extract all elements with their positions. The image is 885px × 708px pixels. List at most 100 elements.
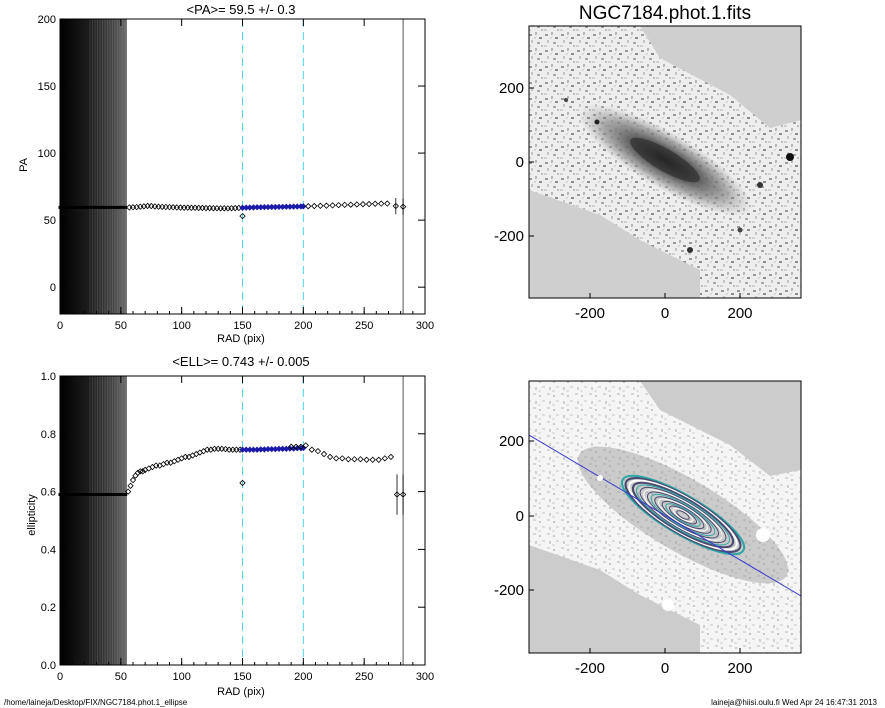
image2-ytick: 200	[499, 433, 524, 450]
data-point	[63, 492, 67, 496]
data-point	[107, 492, 111, 496]
data-point	[107, 205, 111, 209]
data-point	[80, 492, 84, 496]
contour-ring	[620, 474, 746, 556]
data-point	[202, 204, 210, 212]
image2-ytick: -200	[494, 582, 524, 599]
data-point	[311, 202, 318, 210]
y-tick-label: 0.6	[41, 487, 56, 499]
data-point	[317, 202, 324, 209]
data-point	[233, 446, 240, 453]
contour-ring	[672, 507, 694, 523]
data-point	[323, 202, 330, 209]
data-point	[70, 492, 74, 496]
data-point	[357, 456, 364, 463]
ell-xlabel: RAD (pix)	[217, 686, 265, 698]
data-point	[82, 492, 86, 496]
x-tick-label: 250	[355, 320, 373, 332]
pa-marker-lines	[242, 19, 404, 314]
data-point	[63, 205, 67, 209]
ell-ylabel: ellipticity	[26, 494, 38, 536]
data-point	[127, 482, 134, 489]
data-point	[173, 204, 180, 211]
data-point	[148, 202, 155, 210]
data-point	[95, 492, 98, 496]
data-point	[369, 456, 376, 463]
ellipticity-plot: <ELL>= 0.743 +/- 0.005 0 50 100 150 200 250 30…	[26, 354, 434, 698]
data-point	[188, 204, 195, 211]
data-point	[82, 205, 86, 209]
x-tick-label: 50	[115, 320, 127, 332]
ell-axis-ticks: 0 50 100 150 200 250 300 0.0 0.2 0.4 0.6 0.8 1.0	[41, 371, 434, 683]
data-point	[326, 453, 334, 461]
x-tick-label: 150	[233, 320, 251, 332]
data-point	[384, 200, 391, 207]
data-point	[102, 492, 106, 496]
data-point	[99, 492, 103, 496]
data-point	[371, 200, 379, 207]
data-point	[97, 492, 101, 496]
data-point	[124, 488, 132, 495]
contour-ring	[668, 505, 698, 525]
data-point	[213, 205, 221, 212]
contour-ring	[650, 493, 716, 537]
contour-ring	[658, 498, 708, 532]
data-point	[109, 492, 113, 496]
x-tick-label: 150	[233, 671, 251, 683]
x-tick-label: 250	[355, 671, 373, 683]
data-point	[137, 468, 144, 475]
ell-shaded-region	[60, 376, 127, 665]
ell-plot-title: <ELL>= 0.743 +/- 0.005	[172, 354, 309, 369]
data-point	[134, 469, 142, 476]
data-point	[60, 205, 64, 209]
data-point	[124, 492, 128, 496]
data-point	[169, 204, 177, 211]
data-point	[305, 203, 312, 210]
data-point	[239, 479, 246, 487]
data-point	[228, 205, 235, 212]
y-tick-label: 0	[50, 282, 56, 294]
footer-file-path: /home/laineja/Desktop/FIX/NGC7184.phot.1…	[4, 698, 188, 707]
data-point	[308, 446, 316, 453]
x-tick-label: 100	[172, 671, 190, 683]
data-point	[292, 443, 300, 450]
data-point	[378, 200, 385, 207]
contour-ring	[636, 484, 730, 546]
data-point	[239, 212, 246, 220]
contour-overlay-panel: -200 0 200 200 0 -200	[494, 380, 802, 677]
data-point	[221, 205, 228, 212]
data-point	[85, 205, 89, 209]
data-point	[333, 455, 340, 462]
image2-xtick: 0	[661, 660, 669, 677]
data-point	[199, 204, 206, 212]
galaxy-image-ticks	[529, 87, 741, 298]
pa-plot: <PA>= 59.5 +/- 0.3 0 50 100 150 200 250 300 0 50…	[18, 2, 434, 345]
data-point	[351, 456, 358, 463]
data-point	[77, 492, 81, 496]
data-point	[229, 446, 236, 453]
data-point	[166, 203, 173, 211]
data-point	[116, 492, 120, 496]
x-tick-label: 0	[57, 671, 63, 683]
data-point	[68, 205, 72, 209]
data-point	[90, 205, 94, 209]
x-tick-label: 300	[416, 671, 434, 683]
data-point	[104, 492, 108, 496]
data-point	[114, 205, 118, 209]
data-point	[207, 446, 215, 453]
contour-image-ticks	[529, 440, 741, 653]
pa-axis-ticks: 0 50 100 150 200 250 300 0 50 100 150 200	[38, 14, 435, 332]
contour-ring	[665, 503, 701, 527]
y-tick-label: 0.0	[41, 660, 56, 672]
pa-plot-title: <PA>= 59.5 +/- 0.3	[187, 2, 296, 17]
image2-ytick: 0	[516, 508, 524, 525]
data-point	[126, 204, 133, 211]
pa-ylabel: PA	[18, 157, 30, 172]
data-point	[90, 492, 94, 496]
data-point	[75, 205, 79, 209]
data-point	[339, 455, 346, 462]
data-point	[95, 205, 98, 209]
data-point	[73, 205, 77, 209]
data-point	[92, 205, 96, 209]
data-point	[215, 445, 222, 452]
